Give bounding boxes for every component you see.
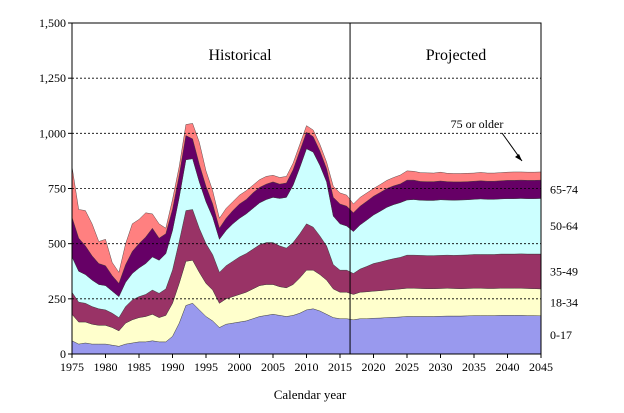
y-tick-label-750: 750	[48, 182, 66, 196]
x-tick-label-2025: 2025	[395, 360, 419, 374]
band-labels: 0-17 18-34 35-49 50-64 65-74	[550, 182, 578, 342]
y-tick-label-500: 500	[48, 237, 66, 251]
x-tick-label-1995: 1995	[194, 360, 218, 374]
band-label-65-74: 65-74	[550, 182, 578, 196]
x-tick-label-2000: 2000	[228, 360, 252, 374]
x-tick-label-2035: 2035	[462, 360, 486, 374]
x-tick-label-2045: 2045	[529, 360, 553, 374]
x-tick-label-1975: 1975	[60, 360, 84, 374]
band-label-35-49: 35-49	[550, 264, 578, 278]
band-label-50-64: 50-64	[550, 219, 578, 233]
y-tick-label-1500: 1,500	[39, 16, 66, 30]
x-tick-label-2015: 2015	[328, 360, 352, 374]
x-tick-label-1990: 1990	[161, 360, 185, 374]
x-tick-label-1980: 1980	[94, 360, 118, 374]
y-tick-label-250: 250	[48, 292, 66, 306]
band-label-18-34: 18-34	[550, 295, 578, 309]
x-tick-label-2005: 2005	[261, 360, 285, 374]
y-tick-label-1250: 1,250	[39, 71, 66, 85]
y-tick-label-1000: 1,000	[39, 126, 66, 140]
annotation-75-or-older: 75 or older	[451, 117, 504, 131]
y-tick-label-0: 0	[60, 347, 66, 361]
projected-label: Projected	[426, 47, 486, 64]
x-tick-label-1985: 1985	[127, 360, 151, 374]
historical-label: Historical	[208, 47, 272, 64]
band-label-0-17: 0-17	[550, 328, 572, 342]
y-axis: 0 250 500 750 1,000 1,250 1,500	[39, 16, 72, 361]
annotation-arrow	[501, 132, 523, 162]
x-tick-label-2030: 2030	[429, 360, 453, 374]
x-tick-label-2020: 2020	[362, 360, 386, 374]
x-tick-label-2010: 2010	[295, 360, 319, 374]
x-tick-label-2040: 2040	[496, 360, 520, 374]
x-axis-title: Calendar year	[274, 387, 347, 402]
x-axis: 1975 1980 1985 1990 1995 2000 2005 2010 2015 2020…	[60, 354, 553, 374]
stacked-areas	[71, 123, 542, 355]
